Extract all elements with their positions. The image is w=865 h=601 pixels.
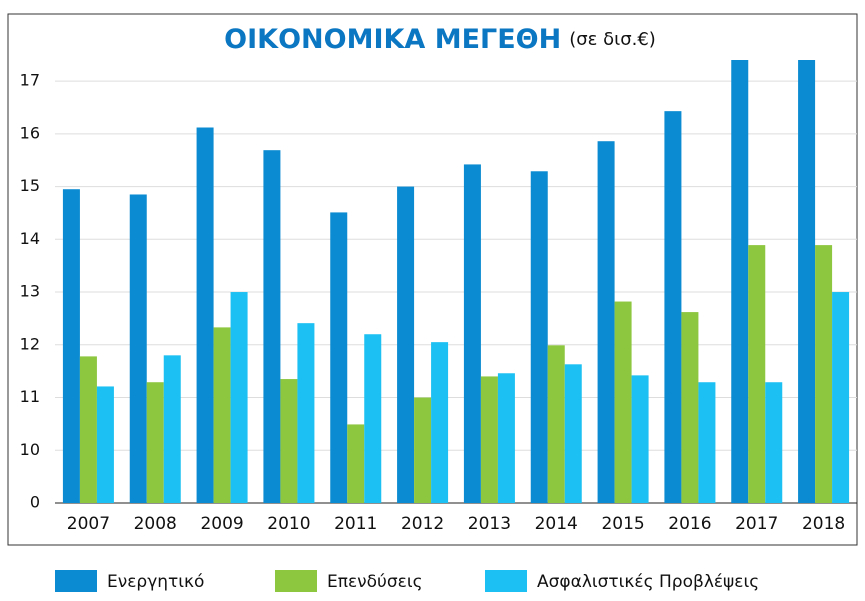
bar bbox=[397, 186, 415, 504]
bar bbox=[347, 424, 365, 503]
bar bbox=[798, 60, 816, 503]
bar bbox=[631, 375, 649, 503]
x-tick-label: 2012 bbox=[401, 514, 444, 534]
x-tick-label: 2015 bbox=[601, 514, 644, 534]
x-tick-label: 2014 bbox=[535, 514, 578, 534]
bar bbox=[62, 189, 80, 504]
bar bbox=[129, 194, 147, 503]
chart-subtitle: (σε δισ.€) bbox=[569, 29, 656, 50]
bar bbox=[263, 150, 281, 504]
y-tick-label: 12 bbox=[20, 334, 40, 353]
y-tick-label: 17 bbox=[20, 71, 40, 90]
x-tick-label: 2010 bbox=[267, 514, 310, 534]
chart-title-group: ΟΙΚΟΝΟΜΙΚΑ ΜΕΓΕΘΗ (σε δισ.€) bbox=[224, 24, 656, 55]
bar bbox=[96, 386, 114, 503]
bar bbox=[297, 323, 315, 503]
legend-label: Ενεργητικό bbox=[107, 572, 204, 592]
bar bbox=[815, 245, 833, 503]
bar bbox=[765, 382, 783, 503]
x-tick-label: 2013 bbox=[468, 514, 511, 534]
y-tick-label: 16 bbox=[20, 123, 40, 142]
bar bbox=[698, 382, 716, 503]
bar bbox=[146, 382, 164, 503]
x-tick-label: 2007 bbox=[67, 514, 110, 534]
x-tick-label: 2016 bbox=[668, 514, 711, 534]
bar bbox=[497, 373, 515, 503]
x-tick-label: 2008 bbox=[134, 514, 177, 534]
x-tick-label: 2009 bbox=[200, 514, 243, 534]
y-tick-label: 15 bbox=[20, 176, 40, 195]
bar bbox=[230, 292, 248, 503]
y-tick-label: 13 bbox=[20, 282, 40, 301]
y-tick-label: 10 bbox=[20, 440, 40, 459]
y-tick-label: 11 bbox=[20, 387, 40, 406]
x-tick-label: 2018 bbox=[802, 514, 845, 534]
legend-swatch bbox=[275, 570, 317, 592]
bar bbox=[530, 171, 548, 503]
bar bbox=[681, 312, 699, 503]
bar bbox=[614, 301, 632, 503]
legend-swatch bbox=[55, 570, 97, 592]
y-tick-label: 14 bbox=[20, 229, 40, 248]
bar bbox=[364, 334, 382, 503]
bar bbox=[547, 345, 565, 503]
legend-label: Επενδύσεις bbox=[327, 572, 423, 592]
bar bbox=[480, 376, 498, 503]
bar bbox=[431, 342, 449, 503]
bar bbox=[330, 212, 348, 504]
frame bbox=[7, 13, 858, 546]
bar bbox=[731, 60, 749, 503]
bar bbox=[280, 379, 298, 503]
legend-label: Ασφαλιστικές Προβλέψεις bbox=[537, 572, 759, 592]
bar bbox=[597, 141, 615, 503]
bar bbox=[463, 164, 481, 503]
bar bbox=[213, 327, 231, 503]
bar bbox=[748, 245, 766, 503]
bar bbox=[79, 356, 97, 503]
x-tick-label: 2017 bbox=[735, 514, 778, 534]
x-tick-label: 2011 bbox=[334, 514, 377, 534]
bar bbox=[196, 127, 214, 503]
bar bbox=[832, 292, 850, 503]
chart-title: ΟΙΚΟΝΟΜΙΚΑ ΜΕΓΕΘΗ bbox=[224, 24, 561, 55]
bar bbox=[664, 111, 682, 504]
bar bbox=[163, 355, 181, 503]
legend-swatch bbox=[485, 570, 527, 592]
bar bbox=[564, 364, 582, 503]
bar bbox=[414, 397, 432, 503]
y-tick-label: 0 bbox=[30, 493, 40, 512]
